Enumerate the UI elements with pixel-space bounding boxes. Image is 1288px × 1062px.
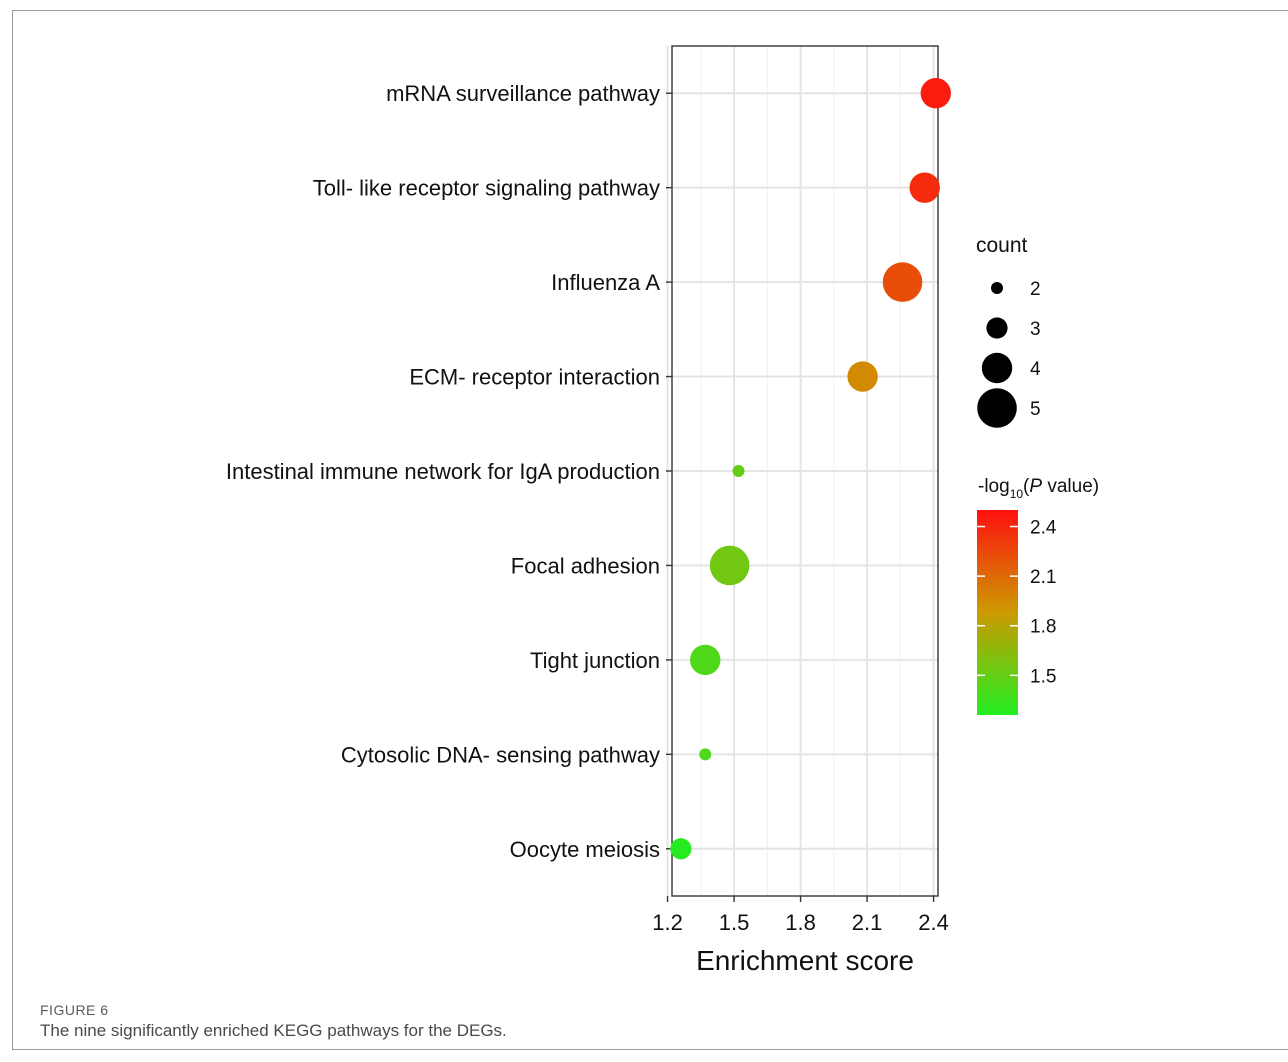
color-legend-title: -log10(P value) (978, 476, 1099, 501)
y-tick-label: ECM- receptor interaction (409, 365, 660, 390)
figure-frame (12, 10, 1288, 1050)
x-axis-title: Enrichment score (696, 945, 914, 976)
y-tick-label: Tight junction (530, 648, 660, 673)
kegg-bubble-chart: mRNA surveillance pathway Toll- like rece… (226, 45, 1099, 976)
data-point (847, 361, 878, 392)
x-tick-label: 2.4 (918, 910, 949, 935)
color-legend: -log10(P value) 1.5 1.8 2.1 2.4 (977, 476, 1099, 715)
color-legend-label: 2.1 (1030, 567, 1056, 588)
y-tick-label: Intestinal immune network for IgA produc… (226, 459, 660, 484)
data-point (709, 545, 750, 586)
data-point (670, 838, 692, 860)
size-legend-key (981, 352, 1013, 384)
data-point (909, 172, 940, 203)
color-legend-bar (977, 510, 1018, 715)
color-legend-title-open: ( (1023, 476, 1030, 497)
color-legend-label: 2.4 (1030, 518, 1057, 539)
y-tick-label: Cytosolic DNA- sensing pathway (341, 742, 660, 767)
y-tick-label: mRNA surveillance pathway (386, 81, 660, 106)
x-tick-label: 1.8 (785, 910, 816, 935)
figure-caption: The nine significantly enriched KEGG pat… (40, 1021, 507, 1040)
size-legend-label: 3 (1030, 319, 1041, 340)
y-axis: mRNA surveillance pathway Toll- like rece… (226, 81, 672, 862)
y-tick-label: Oocyte meiosis (510, 837, 660, 862)
size-legend-key (991, 282, 1003, 294)
data-point (690, 644, 721, 676)
size-legend: count 2 3 4 5 (976, 234, 1041, 428)
data-point (920, 78, 951, 109)
color-legend-title-italic: P (1029, 476, 1042, 497)
y-tick-label: Influenza A (551, 270, 660, 295)
size-legend-key (977, 388, 1017, 428)
data-points (670, 78, 951, 860)
color-legend-title-prefix: -log (978, 476, 1010, 497)
color-legend-label: 1.8 (1030, 617, 1056, 638)
data-point (882, 262, 923, 302)
size-legend-key (986, 317, 1008, 339)
color-legend-label: 1.5 (1030, 666, 1056, 687)
size-legend-label: 4 (1030, 359, 1041, 380)
x-tick-label: 1.5 (719, 910, 750, 935)
figure-label: FIGURE 6 (40, 1002, 109, 1018)
grid-lines (666, 46, 938, 896)
color-legend-title-suffix: value) (1042, 476, 1099, 497)
size-legend-label: 2 (1030, 279, 1041, 300)
data-point (699, 748, 712, 761)
x-tick-label: 2.1 (852, 910, 883, 935)
y-tick-label: Toll- like receptor signaling pathway (313, 176, 660, 201)
data-point (732, 465, 745, 477)
y-tick-label: Focal adhesion (511, 553, 660, 578)
size-legend-label: 5 (1030, 399, 1041, 420)
x-axis: 1.2 1.5 1.8 2.1 2.4 (652, 896, 949, 935)
color-legend-title-sub: 10 (1010, 487, 1024, 501)
x-tick-label: 1.2 (652, 910, 683, 935)
size-legend-title: count (976, 234, 1028, 257)
